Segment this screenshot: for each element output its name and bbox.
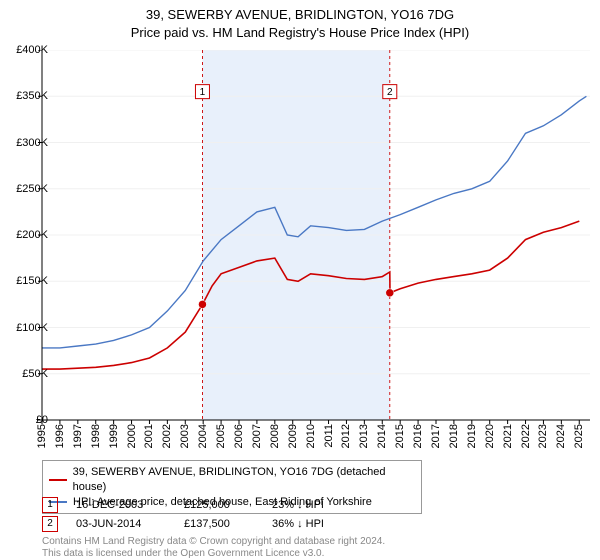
chart-title: 39, SEWERBY AVENUE, BRIDLINGTON, YO16 7D… xyxy=(0,0,600,41)
line-chart: 12 xyxy=(37,50,590,425)
sale-row-1: 1 16-DEC-2003 £125,000 23% ↓ HPI xyxy=(42,497,324,513)
chart-area: 12 xyxy=(42,50,590,420)
sale-date-1: 16-DEC-2003 xyxy=(76,499,166,511)
sale-marker-2: 2 xyxy=(42,516,58,532)
legend-swatch-property xyxy=(49,479,67,481)
sale-price-2: £137,500 xyxy=(184,518,254,530)
title-line-1: 39, SEWERBY AVENUE, BRIDLINGTON, YO16 7D… xyxy=(0,6,600,24)
title-line-2: Price paid vs. HM Land Registry's House … xyxy=(0,24,600,42)
svg-text:2: 2 xyxy=(387,87,393,98)
svg-text:1: 1 xyxy=(200,87,206,98)
sale-row-2: 2 03-JUN-2014 £137,500 36% ↓ HPI xyxy=(42,516,324,532)
footer-licence: Contains HM Land Registry data © Crown c… xyxy=(42,536,385,560)
sale-price-1: £125,000 xyxy=(184,499,254,511)
sale-date-2: 03-JUN-2014 xyxy=(76,518,166,530)
sale-marker-1: 1 xyxy=(42,497,58,513)
sale-delta-1: 23% ↓ HPI xyxy=(272,499,324,511)
legend-label-property: 39, SEWERBY AVENUE, BRIDLINGTON, YO16 7D… xyxy=(73,465,415,495)
sale-delta-2: 36% ↓ HPI xyxy=(272,518,324,530)
